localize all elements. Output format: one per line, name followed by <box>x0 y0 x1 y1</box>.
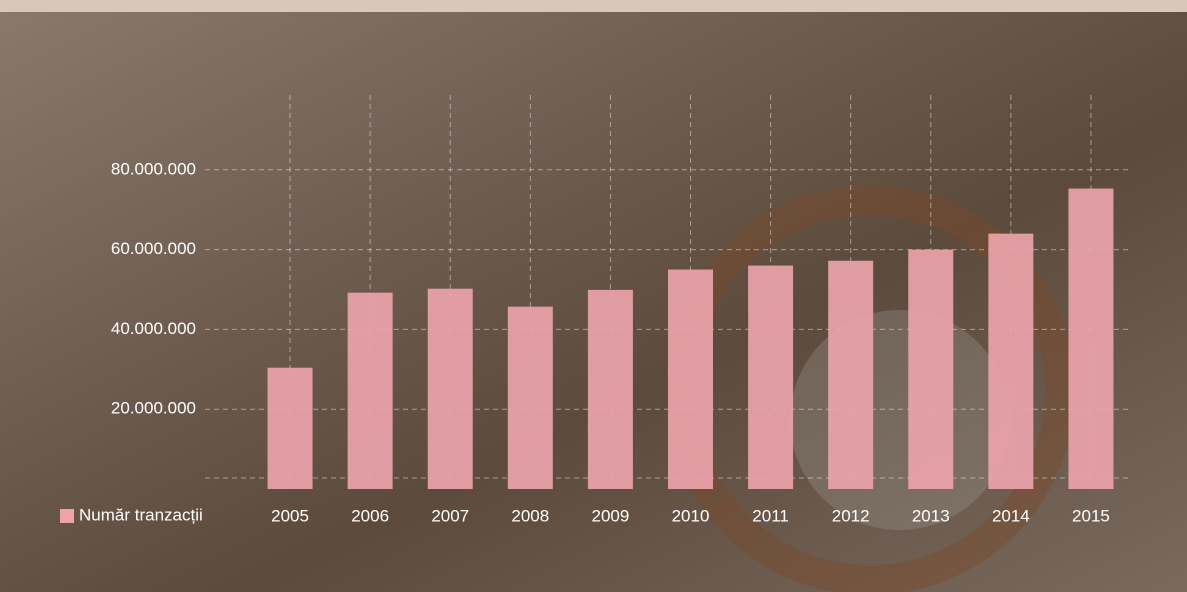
bar <box>267 367 313 489</box>
bar <box>427 288 473 489</box>
bar <box>347 292 393 489</box>
x-tick-label: 2011 <box>752 506 789 525</box>
bar <box>988 233 1034 489</box>
x-tick-label: 2005 <box>271 506 309 525</box>
x-tick-label: 2009 <box>591 506 629 525</box>
x-tick-label: 2015 <box>1072 506 1110 525</box>
x-tick-label: 2008 <box>511 506 549 525</box>
bar <box>587 289 633 489</box>
bar <box>668 269 713 489</box>
y-tick-label: 80.000.000 <box>111 159 196 178</box>
background-shape <box>790 310 1010 530</box>
y-tick-label: 20.000.000 <box>111 399 196 418</box>
y-tick-label: 60.000.000 <box>111 239 196 258</box>
x-tick-label: 2010 <box>672 506 710 525</box>
bar <box>1068 188 1114 490</box>
legend-label: Număr tranzacții <box>79 505 203 524</box>
bar <box>507 306 553 489</box>
bar <box>748 265 794 489</box>
x-tick-label: 2013 <box>912 506 950 525</box>
x-tick-label: 2007 <box>431 506 469 525</box>
bar <box>828 260 874 489</box>
x-tick-label: 2014 <box>992 506 1030 525</box>
y-tick-label: 40.000.000 <box>111 319 196 338</box>
x-tick-label: 2012 <box>832 506 870 525</box>
legend-swatch <box>60 509 74 523</box>
bar <box>908 249 954 489</box>
x-tick-label: 2006 <box>351 506 389 525</box>
top-strip <box>0 0 1187 12</box>
